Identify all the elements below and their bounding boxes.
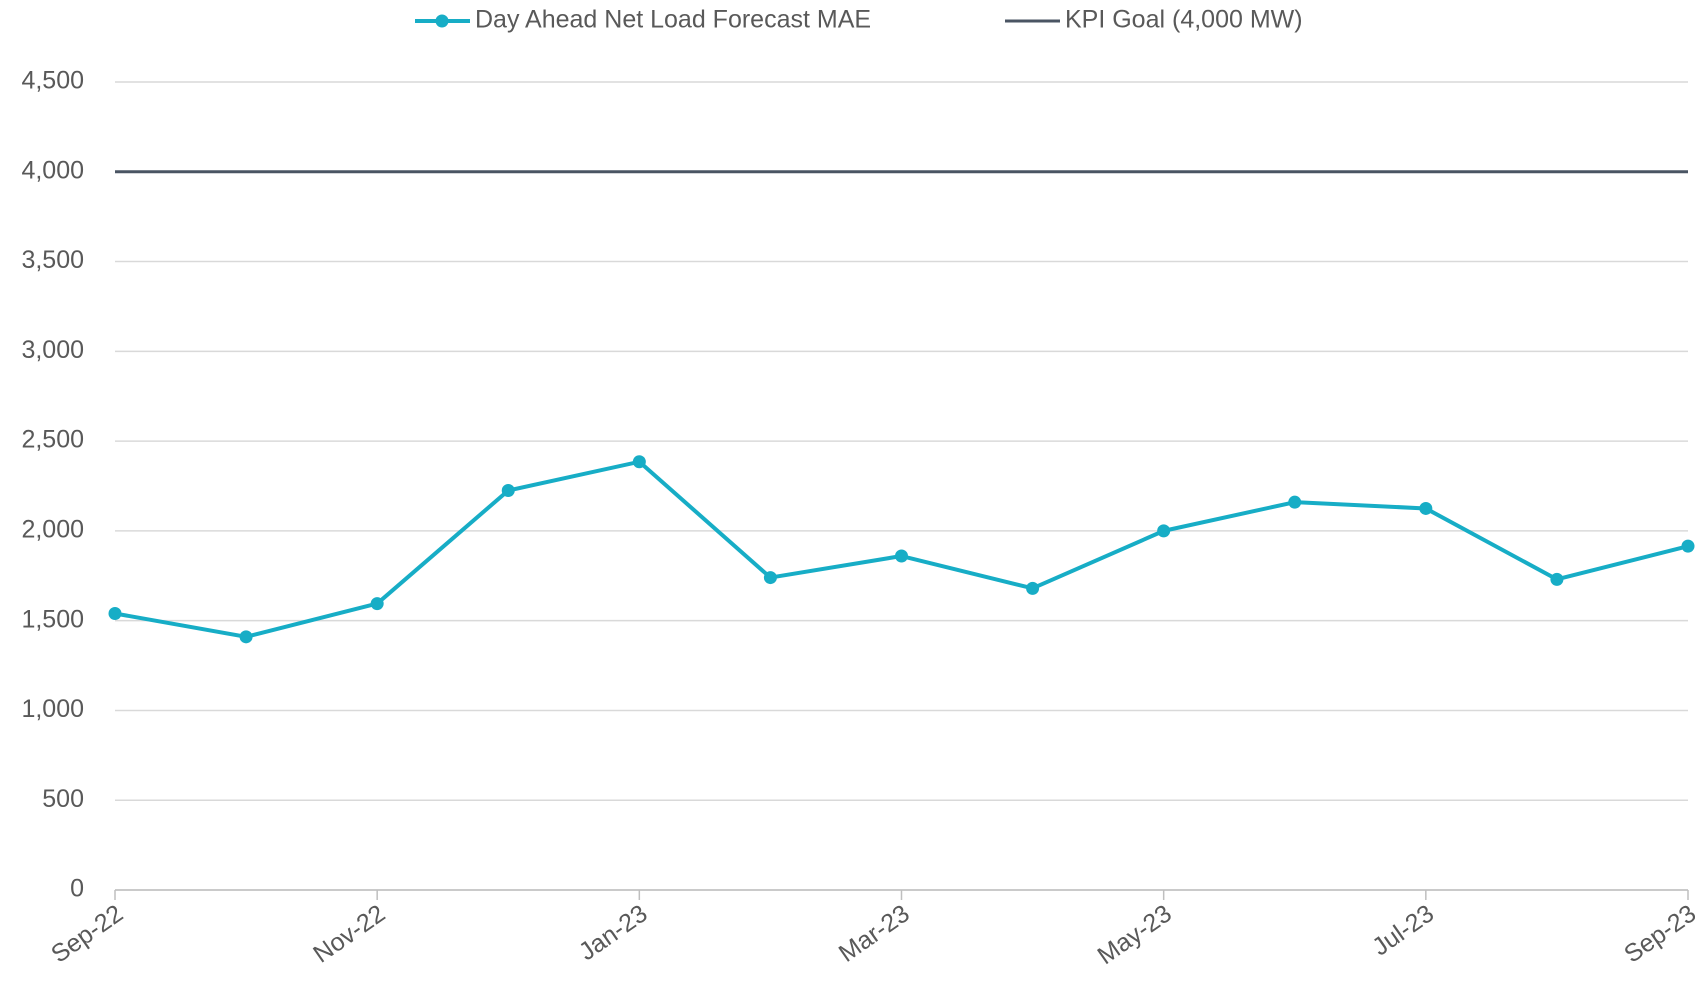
y-tick-label: 500 [42,785,84,813]
x-tick-label: Nov-22 [308,899,390,968]
data-point [1419,501,1433,515]
y-tick-label: 4,000 [21,156,84,184]
x-tick-label: May-23 [1093,899,1177,970]
data-point [1550,572,1564,586]
legend-label: Day Ahead Net Load Forecast MAE [475,6,871,34]
x-tick-label: Mar-23 [834,899,915,967]
y-tick-label: 3,500 [21,246,84,274]
series-line [114,459,1689,639]
y-tick-label: 1,000 [21,695,84,723]
data-point [239,630,253,644]
data-point [1288,495,1302,509]
data-point [108,606,122,620]
y-tick-label: 1,500 [21,605,84,633]
data-point [895,549,908,563]
data-point [1157,524,1171,538]
x-tick-label: Sep-23 [1619,899,1701,968]
data-point [763,571,777,585]
legend-marker [435,14,449,28]
y-tick-label: 3,000 [21,336,84,364]
x-tick-label: Jul-23 [1367,899,1439,961]
data-point [1026,581,1040,595]
y-tick-label: 4,500 [21,67,84,95]
legend-label: KPI Goal (4,000 MW) [1065,6,1303,34]
data-point [632,455,646,469]
y-tick-label: 2,500 [21,426,84,454]
data-point [1681,539,1695,553]
x-tick-label: Sep-22 [46,899,128,968]
x-tick-label: Jan-23 [574,899,653,966]
y-tick-label: 0 [70,875,84,903]
y-tick-label: 2,000 [21,515,84,543]
data-point [501,483,515,497]
data-point [370,597,384,611]
